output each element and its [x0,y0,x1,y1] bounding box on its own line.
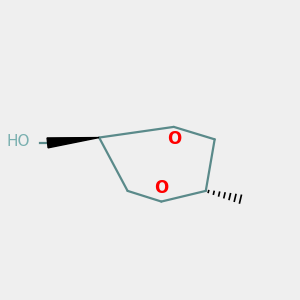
Text: O: O [167,130,181,148]
Text: HO: HO [6,134,30,149]
Text: O: O [154,179,169,197]
Polygon shape [47,138,99,148]
